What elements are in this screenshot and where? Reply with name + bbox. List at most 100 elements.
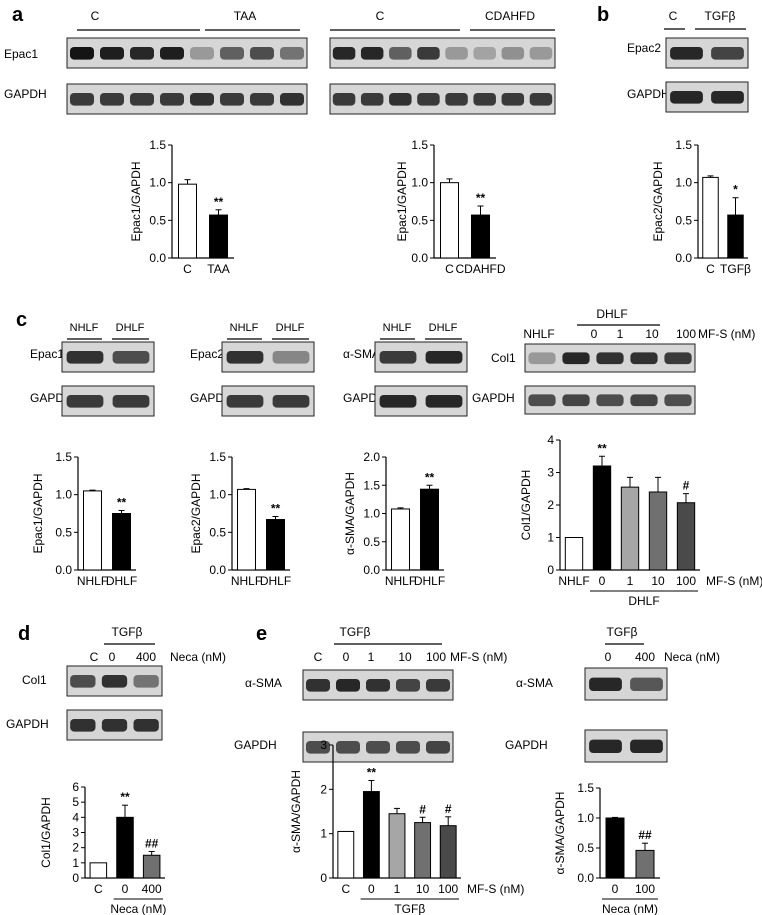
blot-band — [250, 93, 274, 106]
y-axis-label: Epac2/GAPDH — [189, 473, 203, 553]
blot-b-group-c: C — [669, 9, 678, 23]
blot-band — [425, 395, 463, 408]
x-tick-label: C — [445, 262, 454, 276]
blot-e1-header: TGFβ — [340, 625, 371, 639]
bar — [237, 488, 256, 571]
bar — [337, 830, 355, 879]
blot-band — [366, 679, 390, 692]
significance-mark: ** — [120, 790, 130, 804]
significance-mark: ** — [271, 502, 281, 516]
blot-band — [280, 47, 304, 60]
bar-chart-c4: 0 1 2 3 4 Col1/GAPDH NHLF ** 0 1 10 #100 MF-S (nM) DH… — [519, 433, 762, 608]
blot-e1-row-asma: α-SMA — [245, 676, 282, 690]
blot-band — [160, 47, 184, 60]
blot-c1-group-dhlf: DHLF — [116, 322, 145, 334]
blot-band — [445, 47, 468, 60]
blot-e1-lane: C — [314, 650, 323, 664]
blot-band — [130, 47, 154, 60]
bar — [362, 791, 380, 879]
panel-letter-d: d — [18, 623, 30, 645]
x-group-label: TGFβ — [394, 902, 425, 915]
blot-band — [711, 91, 744, 104]
x-tick-label: C — [183, 262, 192, 276]
blot-band — [220, 93, 244, 106]
blot-band — [664, 394, 692, 407]
blot-a2-group-c: C — [376, 9, 385, 23]
blot-c4-lane: 100 — [676, 327, 696, 341]
y-axis-label: Epac2/GAPDH — [651, 161, 665, 241]
blot-d-lane: 400 — [136, 650, 156, 664]
blot-band — [112, 395, 150, 408]
y-tick-label: 0.5 — [411, 213, 428, 227]
y-tick-label: 0.0 — [411, 251, 428, 265]
blot-band — [112, 351, 150, 364]
blot-band — [332, 93, 356, 106]
blot-band — [70, 719, 96, 732]
y-tick-label: 3 — [320, 738, 327, 752]
blot-band — [426, 679, 450, 692]
bar — [388, 813, 406, 879]
bar-chart-b: 0.0 0.5 1.0 1.5 Epac2/GAPDH C * TGFβ — [651, 138, 751, 276]
blot-band — [630, 394, 658, 407]
bar-chart-c3: 0.0 0.5 1.0 1.5 2.0 α-SMA/GAPDH NHLF ** DHLF — [343, 450, 445, 588]
blot-c4-header: DHLF — [596, 307, 627, 321]
blot-band — [501, 93, 525, 106]
y-tick-label: 1.0 — [411, 176, 428, 190]
y-tick-label: 1.5 — [363, 478, 380, 492]
blot-c3-row-target: α-SMA — [343, 347, 380, 361]
blot-band — [562, 394, 590, 407]
y-tick-label: 1.0 — [675, 176, 692, 190]
blot-band — [220, 47, 244, 60]
blot-e1-lane: 1 — [368, 650, 375, 664]
blot-band — [250, 47, 274, 60]
y-axis-label: Epac1/GAPDH — [395, 161, 409, 241]
y-tick-label: 0.0 — [675, 251, 692, 265]
significance-mark: ** — [367, 765, 377, 779]
blot-a2-epac1 — [329, 37, 556, 69]
blot-d-lane: 0 — [109, 650, 116, 664]
bar-chart-e2: 0.0 0.5 1.0 1.5 α-SMA/GAPDH 0 ## 100 Neca (nM) — [553, 781, 660, 915]
blot-c4-row-gapdh: GAPDH — [472, 391, 515, 405]
blot-band — [100, 47, 124, 60]
panel-letter-b: b — [597, 4, 609, 26]
blot-c4-lane: 0 — [591, 327, 598, 341]
blot-band — [226, 395, 264, 408]
y-tick-label: 1.0 — [55, 488, 72, 502]
y-tick-label: 0.0 — [149, 251, 166, 265]
significance-mark: ** — [597, 441, 607, 455]
blot-b-gapdh — [665, 81, 749, 113]
x-tick-label: CDAHFD — [456, 262, 506, 276]
blot-c4-lane: 10 — [645, 327, 659, 341]
blot-band — [70, 47, 94, 60]
blot-c2-group-nhlf: NHLF — [230, 322, 259, 334]
blot-d-lane: C — [90, 650, 99, 664]
blot-band — [501, 47, 525, 60]
x-tick-label: 0 — [122, 882, 129, 896]
y-tick-label: 1.5 — [209, 450, 226, 464]
blot-band — [670, 91, 703, 104]
significance-mark: # — [419, 802, 426, 816]
blot-d-row-gapdh: GAPDH — [6, 717, 49, 731]
y-tick-label: 0.5 — [149, 213, 166, 227]
x-tick-label: 10 — [416, 882, 430, 896]
blot-band — [226, 351, 264, 364]
blot-e1-lane: 0 — [343, 650, 350, 664]
blot-band — [366, 741, 390, 754]
significance-mark: ## — [145, 836, 159, 850]
y-tick-label: 4 — [547, 433, 554, 447]
x-tick-label: C — [341, 882, 350, 896]
blot-band — [133, 719, 159, 732]
blot-b-row-epac2: Epac2 — [627, 41, 661, 55]
bar — [209, 214, 228, 259]
blot-e2-gapdh — [584, 729, 668, 763]
x-unit-label: MF-S (nM) — [706, 574, 762, 588]
blot-c3-group-nhlf: NHLF — [383, 322, 412, 334]
blot-c2-gapdh — [221, 385, 315, 417]
y-tick-label: 2 — [320, 782, 327, 796]
blot-band — [630, 677, 663, 692]
bar-chart-c1: 0.0 0.5 1.0 1.5 Epac1/GAPDH NHLF ** DHLF — [31, 450, 137, 588]
significance-mark: * — [733, 183, 738, 197]
y-tick-label: 1.0 — [209, 488, 226, 502]
x-group-label: DHLF — [628, 594, 659, 608]
